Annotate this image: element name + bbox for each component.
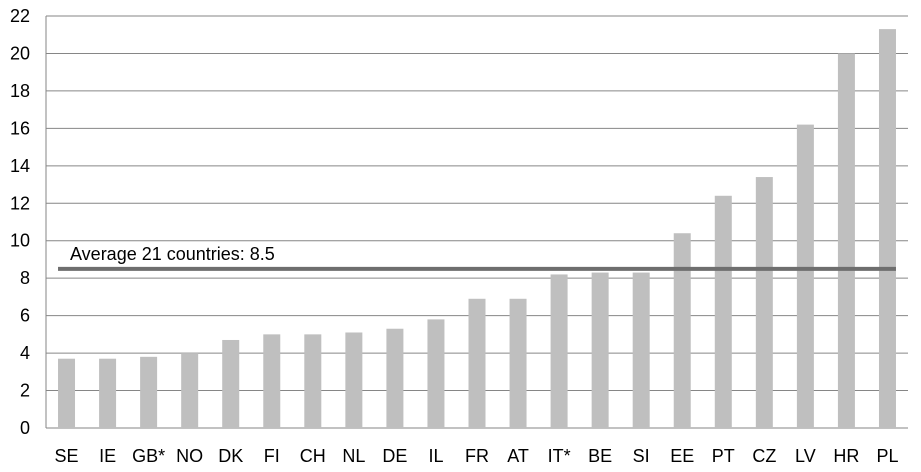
bar-de	[386, 328, 404, 428]
bar-at	[509, 298, 527, 428]
y-tick-label: 16	[10, 118, 30, 138]
x-tick-label: DK	[218, 446, 243, 466]
bar-se	[58, 358, 76, 428]
y-axis-ticks: 0 2 4 6 8 10 12 14 16 18 20 22	[10, 6, 30, 438]
y-tick-label: 2	[20, 381, 30, 401]
bar-gb	[140, 356, 158, 428]
bar-ie	[99, 358, 117, 428]
y-tick-label: 14	[10, 156, 30, 176]
bar-dk	[222, 339, 240, 428]
y-tick-label: 0	[20, 418, 30, 438]
y-tick-label: 8	[20, 268, 30, 288]
y-tick-label: 10	[10, 231, 30, 251]
average-label: Average 21 countries: 8.5	[70, 244, 275, 264]
x-tick-label: HR	[833, 446, 859, 466]
y-tick-label: 12	[10, 193, 30, 213]
y-tick-label: 4	[20, 343, 30, 363]
x-tick-label: PT	[712, 446, 735, 466]
bar-il	[427, 319, 445, 428]
y-tick-label: 22	[10, 6, 30, 26]
x-tick-label: IE	[99, 446, 116, 466]
x-tick-label: DE	[382, 446, 407, 466]
x-tick-label: GB*	[132, 446, 165, 466]
bar-fr	[468, 298, 486, 428]
bar-no	[181, 353, 199, 428]
bar-nl	[345, 332, 363, 428]
x-tick-label: CZ	[752, 446, 776, 466]
x-tick-label: EE	[670, 446, 694, 466]
bar-pl	[878, 29, 896, 428]
x-tick-label: FR	[465, 446, 489, 466]
x-tick-label: NO	[176, 446, 203, 466]
x-tick-label: LV	[795, 446, 816, 466]
bar-ch	[304, 334, 322, 428]
x-tick-label: AT	[507, 446, 529, 466]
x-tick-label: FI	[264, 446, 280, 466]
y-tick-label: 6	[20, 306, 30, 326]
y-tick-label: 20	[10, 43, 30, 63]
x-tick-label: NL	[342, 446, 365, 466]
x-tick-label: SI	[633, 446, 650, 466]
x-tick-label: IT*	[548, 446, 571, 466]
bar-si	[632, 272, 650, 428]
bar-be	[591, 272, 609, 428]
bar-ee	[673, 233, 691, 428]
x-tick-label: SE	[55, 446, 79, 466]
bar-fi	[263, 334, 281, 428]
bar-it	[550, 274, 568, 428]
bar-pt	[714, 195, 732, 428]
x-axis-ticks: SE IE GB* NO DK FI CH NL DE IL FR AT IT* BE SI EE PT CZ LV…	[55, 446, 899, 466]
x-tick-label: PL	[876, 446, 898, 466]
x-tick-label: IL	[428, 446, 443, 466]
x-tick-label: CH	[300, 446, 326, 466]
y-tick-label: 18	[10, 81, 30, 101]
x-tick-label: BE	[588, 446, 612, 466]
bar-cz	[755, 177, 773, 428]
bar-lv	[796, 124, 814, 429]
bars	[58, 29, 896, 429]
bar-hr	[837, 53, 855, 429]
